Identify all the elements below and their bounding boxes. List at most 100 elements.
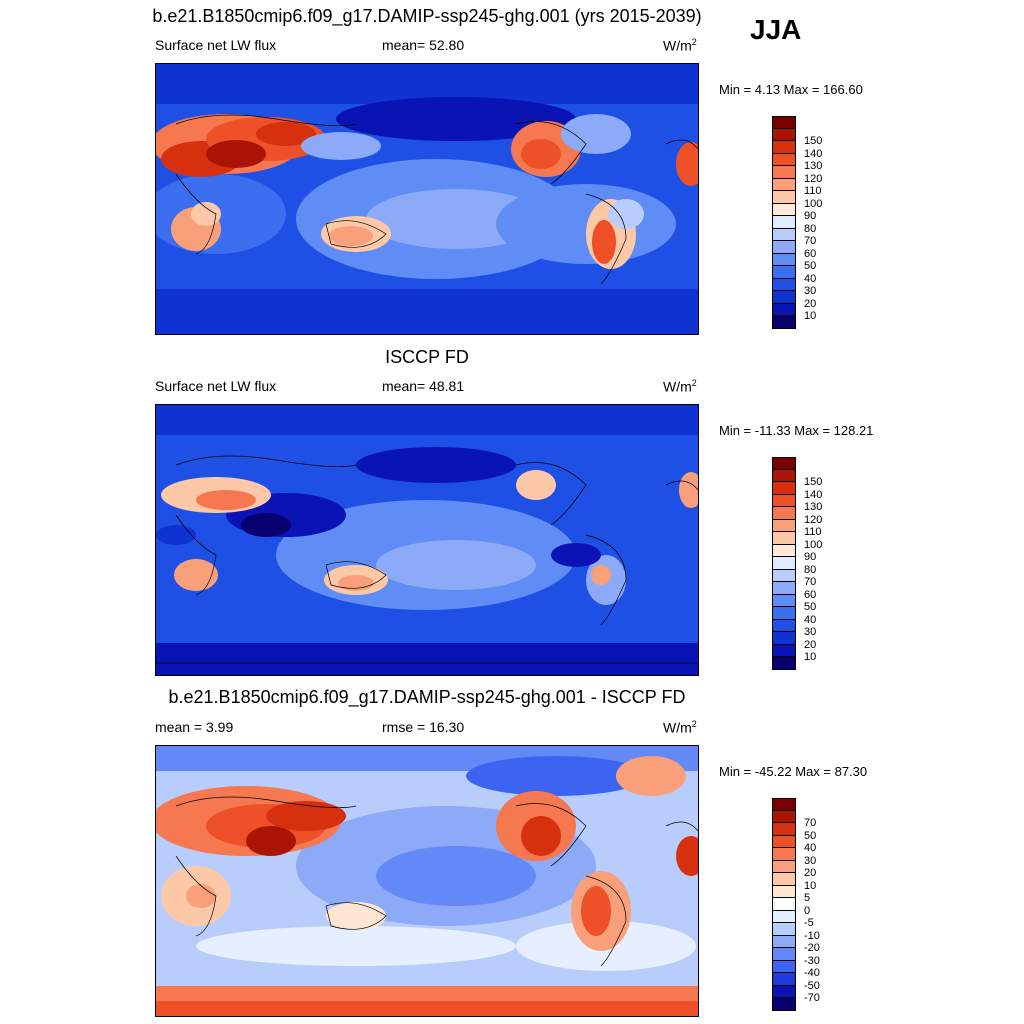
colorbar-tick-label: 150 (804, 135, 823, 147)
colorbar-swatch (772, 948, 796, 961)
panel-2-title: ISCCP FD (385, 347, 469, 367)
colorbar-swatch (772, 519, 796, 532)
colorbar-swatch (772, 166, 796, 179)
colorbar-tick-label: 100 (804, 538, 823, 551)
colorbar-swatch (772, 482, 796, 495)
colorbar-swatch (772, 632, 796, 645)
colorbar-tick-label: 150 (804, 476, 823, 488)
colorbar-tick-label: 40 (804, 613, 817, 626)
colorbar-tick-label: 140 (804, 488, 823, 501)
colorbar-swatch (772, 860, 796, 873)
panel-2-colorbar: 10 20 30 40 50 60 70 80 90 100 110 120 130 140 150 (772, 457, 832, 670)
colorbar-tick-label: -70 (804, 992, 820, 1004)
colorbar-tick-label: 80 (804, 222, 817, 235)
colorbar-tick-label: 10 (804, 310, 817, 322)
colorbar-swatch (772, 594, 796, 607)
colorbar-tick-label: 90 (804, 210, 817, 222)
colorbar-tick-label: 20 (804, 867, 817, 879)
panel-2-map (155, 404, 699, 676)
colorbar-tick-label: 110 (804, 526, 822, 538)
colorbar-swatch (772, 823, 796, 836)
colorbar-tick-label: 50 (804, 601, 817, 613)
panel-1-units: W/m2 (663, 37, 697, 54)
colorbar-swatch (772, 544, 796, 557)
colorbar-swatch (772, 873, 796, 886)
panel-3-map-field (156, 746, 698, 1016)
colorbar-swatch (772, 278, 796, 291)
colorbar-swatch (772, 191, 796, 204)
colorbar-swatch (772, 960, 796, 973)
colorbar-swatch (772, 923, 796, 936)
colorbar-swatch (772, 128, 796, 141)
colorbar-tick-label: 140 (804, 147, 823, 160)
colorbar-swatch (772, 619, 796, 632)
panel-3-rmse-label: rmse = 16.30 (382, 719, 465, 735)
colorbar-tick-label: 90 (804, 551, 817, 563)
panel-2-min-max: Min = -11.33 Max = 128.21 (719, 423, 874, 438)
colorbar-tick-label: 30 (804, 854, 817, 867)
colorbar-tick-label: 20 (804, 297, 817, 310)
colorbar-swatch (772, 494, 796, 507)
panel-2-units: W/m2 (663, 378, 697, 395)
colorbar-swatch (772, 507, 796, 520)
colorbar-swatch (772, 898, 796, 911)
panel-1-map (155, 63, 699, 335)
colorbar-swatch (772, 532, 796, 545)
colorbar-swatch (772, 253, 796, 266)
colorbar-tick-label: -10 (804, 929, 820, 942)
colorbar-tick-label: 0 (804, 904, 811, 917)
colorbar-swatch (772, 985, 796, 998)
panel-2-mean-label: mean= 48.81 (382, 378, 465, 394)
colorbar-swatch (772, 303, 796, 316)
colorbar-swatch (772, 266, 796, 279)
colorbar-tick-label: 40 (804, 272, 817, 285)
colorbar-tick-label: 130 (804, 160, 823, 172)
panel-1-map-field (156, 64, 698, 334)
colorbar-tick-label: 10 (804, 651, 817, 663)
panel-1-title: b.e21.B1850cmip6.f09_g17.DAMIP-ssp245-gh… (152, 6, 702, 26)
panel-3-map (155, 745, 699, 1017)
colorbar-swatch (772, 910, 796, 923)
colorbar-swatch (772, 316, 796, 329)
colorbar-swatch (772, 203, 796, 216)
colorbar-tick-label: 80 (804, 563, 817, 576)
colorbar-tick-label: -50 (804, 979, 820, 992)
colorbar-tick-label: -5 (804, 917, 814, 929)
colorbar-swatch (772, 582, 796, 595)
panel-1-min-max: Min = 4.13 Max = 166.60 (719, 82, 863, 97)
colorbar-swatch (772, 835, 796, 848)
colorbar-swatch (772, 810, 796, 823)
colorbar-swatch (772, 457, 796, 470)
colorbar-tick-label: 50 (804, 260, 817, 272)
colorbar-tick-label: 50 (804, 829, 817, 842)
colorbar-swatch (772, 798, 796, 811)
colorbar-tick-label: -40 (804, 967, 820, 979)
colorbar-tick-label: -30 (804, 954, 820, 967)
panel-2-map-field (156, 405, 698, 675)
colorbar-tick-label: 40 (804, 842, 817, 854)
colorbar-tick-label: 70 (804, 817, 817, 829)
colorbar-swatch (772, 607, 796, 620)
colorbar-tick-label: 60 (804, 588, 817, 601)
colorbar-swatch (772, 848, 796, 861)
colorbar-swatch (772, 557, 796, 570)
colorbar-tick-label: 70 (804, 235, 817, 247)
panel-3-units: W/m2 (663, 719, 697, 736)
colorbar-swatch (772, 153, 796, 166)
season-label: JJA (750, 14, 802, 45)
panel-1-colorbar: 10 20 30 40 50 60 70 80 90 100 110 120 130 140 150 (772, 116, 832, 329)
colorbar-swatch (772, 228, 796, 241)
colorbar-tick-label: 60 (804, 247, 817, 260)
colorbar-swatch (772, 241, 796, 254)
colorbar-swatch (772, 657, 796, 670)
colorbar-swatch (772, 644, 796, 657)
colorbar-tick-label: 120 (804, 513, 823, 526)
panel-3-title: b.e21.B1850cmip6.f09_g17.DAMIP-ssp245-gh… (168, 687, 686, 707)
colorbar-tick-label: 10 (804, 879, 817, 892)
colorbar-swatch (772, 973, 796, 986)
panel-2-variable-label: Surface net LW flux (155, 378, 277, 394)
panel-3-colorbar: -70 -50 -40 -30 -20 -10 -5 0 5 10 20 30 40 50 70 (772, 798, 832, 1011)
colorbar-swatch (772, 935, 796, 948)
colorbar-swatch (772, 141, 796, 154)
colorbar-swatch (772, 885, 796, 898)
